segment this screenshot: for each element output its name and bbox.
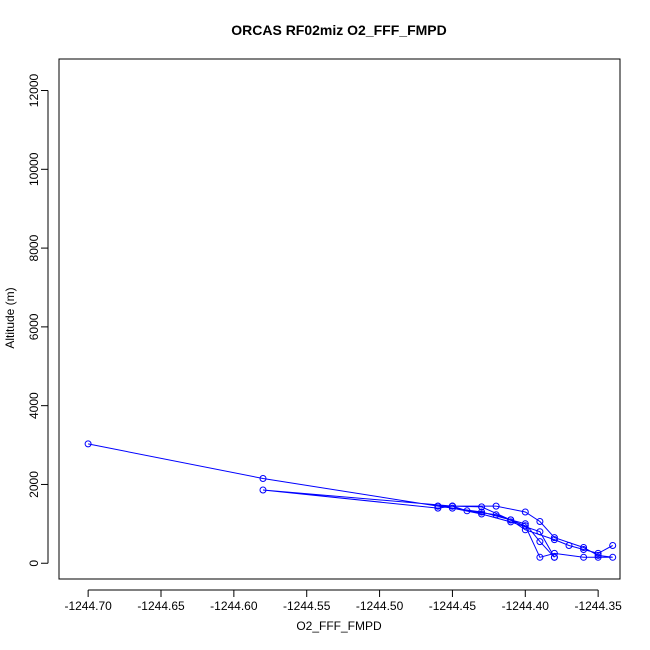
y-tick-label: 6000 bbox=[27, 313, 41, 340]
y-axis: 0 2000 4000 6000 8000 10000 12000 bbox=[27, 74, 49, 567]
data-point bbox=[594, 549, 602, 557]
data-point bbox=[492, 511, 500, 519]
x-tick-label: -1244.40 bbox=[502, 599, 550, 613]
data-point bbox=[478, 510, 486, 518]
data-point bbox=[580, 544, 588, 551]
data-point bbox=[507, 518, 515, 526]
data-point bbox=[434, 504, 442, 512]
data-point bbox=[507, 516, 515, 524]
data-point bbox=[536, 553, 544, 561]
x-tick-label: -1244.45 bbox=[429, 599, 477, 613]
plot-frame bbox=[58, 58, 621, 580]
data-point bbox=[550, 534, 558, 542]
data-point bbox=[521, 508, 529, 516]
data-point bbox=[550, 536, 558, 544]
data-point bbox=[259, 475, 267, 482]
data-point bbox=[463, 507, 471, 515]
data-point bbox=[580, 553, 588, 561]
data-point bbox=[550, 553, 558, 561]
chart-title: ORCAS RF02miz O2_FFF_FMPD bbox=[231, 22, 446, 38]
data-point bbox=[434, 502, 442, 510]
x-tick-label: -1244.65 bbox=[137, 599, 185, 613]
y-tick-label: 4000 bbox=[27, 392, 41, 419]
data-point bbox=[478, 508, 486, 516]
data-point bbox=[259, 486, 267, 494]
data-point bbox=[565, 542, 573, 549]
data-point bbox=[84, 440, 92, 448]
data-point bbox=[536, 528, 544, 536]
y-tick-label: 10000 bbox=[27, 152, 41, 186]
x-tick-label: -1244.60 bbox=[210, 599, 258, 613]
data-point bbox=[492, 502, 500, 510]
y-tick-label: 8000 bbox=[27, 234, 41, 261]
data-point bbox=[594, 553, 602, 561]
x-tick-label: -1244.50 bbox=[356, 599, 404, 613]
x-axis-title: O2_FFF_FMPD bbox=[296, 619, 382, 633]
data-point bbox=[536, 518, 544, 525]
data-point bbox=[609, 542, 617, 549]
x-tick-label: -1244.70 bbox=[64, 599, 112, 613]
data-point bbox=[448, 502, 456, 510]
x-tick-label: -1244.55 bbox=[283, 599, 331, 613]
data-point bbox=[536, 538, 544, 546]
data-point bbox=[521, 522, 529, 530]
series-layer bbox=[84, 440, 617, 561]
series-line bbox=[88, 443, 613, 558]
data-point bbox=[448, 504, 456, 512]
y-axis-title: Altitude (m) bbox=[3, 287, 17, 348]
x-axis: -1244.70 -1244.65 -1244.60 -1244.55 -1244.50… bbox=[64, 589, 622, 613]
data-point bbox=[478, 503, 486, 511]
y-tick-label: 0 bbox=[27, 560, 41, 567]
y-tick-label: 12000 bbox=[27, 74, 41, 108]
data-point bbox=[609, 553, 617, 561]
data-point bbox=[550, 549, 558, 557]
data-point bbox=[580, 546, 588, 553]
data-point bbox=[594, 551, 602, 559]
y-tick-label: 2000 bbox=[27, 471, 41, 498]
x-tick-label: -1244.35 bbox=[574, 599, 622, 613]
data-point bbox=[521, 526, 529, 534]
